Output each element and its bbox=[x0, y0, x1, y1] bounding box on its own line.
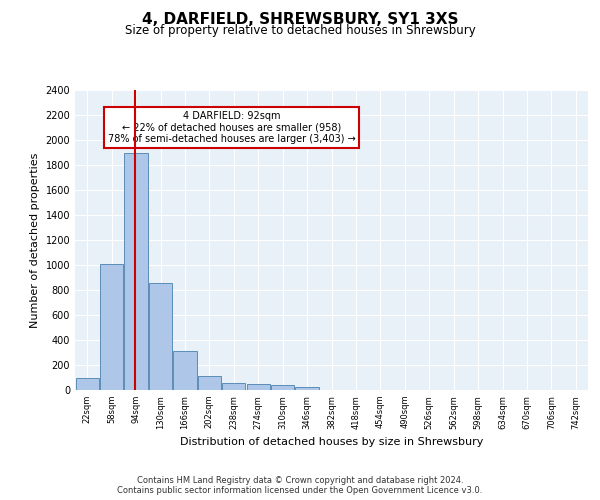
Bar bbox=[76, 378, 99, 390]
Y-axis label: Number of detached properties: Number of detached properties bbox=[30, 152, 40, 328]
Bar bbox=[149, 282, 172, 390]
X-axis label: Distribution of detached houses by size in Shrewsbury: Distribution of detached houses by size … bbox=[180, 437, 483, 447]
Bar bbox=[222, 383, 245, 390]
Bar bbox=[295, 387, 319, 390]
Bar bbox=[173, 350, 197, 390]
Text: Size of property relative to detached houses in Shrewsbury: Size of property relative to detached ho… bbox=[125, 24, 475, 37]
Bar bbox=[124, 152, 148, 390]
Bar bbox=[198, 376, 221, 390]
Bar bbox=[100, 264, 123, 390]
Text: 4 DARFIELD: 92sqm
← 22% of detached houses are smaller (958)
78% of semi-detache: 4 DARFIELD: 92sqm ← 22% of detached hous… bbox=[107, 111, 355, 144]
Bar bbox=[247, 384, 270, 390]
Bar bbox=[271, 385, 294, 390]
Text: Contains HM Land Registry data © Crown copyright and database right 2024.
Contai: Contains HM Land Registry data © Crown c… bbox=[118, 476, 482, 495]
Text: 4, DARFIELD, SHREWSBURY, SY1 3XS: 4, DARFIELD, SHREWSBURY, SY1 3XS bbox=[142, 12, 458, 28]
